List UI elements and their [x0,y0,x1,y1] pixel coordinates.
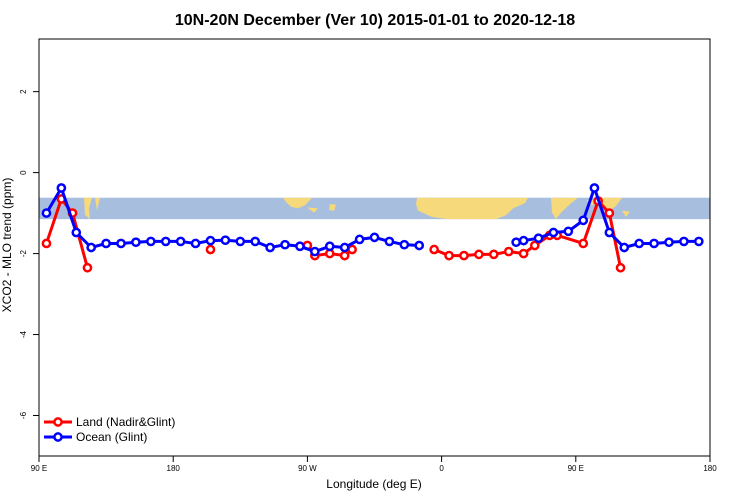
data-point [205,244,216,255]
chart-title: 10N-20N December (Ver 10) 2015-01-01 to … [175,12,575,29]
data-point [41,208,52,218]
data-point [116,238,126,249]
y-axis: 2 0 -2 -4 -6 [19,89,39,419]
series-ocean [41,183,704,257]
legend-label: Land (Nadir&Glint) [76,415,175,429]
data-point [369,232,380,243]
data-point [145,236,156,247]
data-point [664,237,674,248]
data-point [265,242,275,253]
x-tick-label: 180 [167,464,181,473]
data-point [339,250,350,261]
data-point [429,244,439,255]
land-mass [84,197,92,220]
data-point [619,242,630,253]
data-point [354,234,365,245]
data-point [533,233,544,244]
data-point [384,236,395,247]
data-point [295,241,305,252]
data-point [235,236,246,247]
data-point [693,236,704,247]
land-mass [622,210,630,218]
data-point [444,250,454,261]
data-point [41,238,52,249]
data-point [280,239,290,250]
x-axis: 90 E 180 90 W 0 90 E 180 [31,456,717,473]
data-point [563,226,574,237]
land-mass [283,197,312,209]
data-point [589,183,600,193]
data-point [459,250,469,261]
legend-marker [53,432,63,442]
data-point [578,215,589,226]
data-point [131,237,141,248]
data-point [205,235,216,246]
data-point [310,246,320,257]
data-point [474,249,484,260]
data-point [190,238,201,249]
data-point [518,248,529,259]
data-point [634,238,645,249]
y-tick-label: 0 [19,170,28,175]
plot-frame [38,38,711,457]
data-point [578,238,589,249]
x-tick-label: 90 W [298,464,317,473]
data-point [414,240,425,251]
data-point [503,246,514,257]
data-point [488,249,499,260]
legend: Land (Nadir&Glint)Ocean (Glint) [44,415,175,444]
y-tick-label: -6 [19,411,28,419]
data-point [529,240,540,251]
data-point [615,262,626,273]
series-layer [41,183,704,273]
land-mass [329,204,336,212]
x-axis-label: Longitude (deg E) [326,477,421,491]
y-tick-label: 2 [19,89,28,94]
land-mass [416,197,528,220]
data-point [250,236,261,247]
data-point [679,236,689,247]
land-mass [551,197,578,220]
data-point [56,183,67,193]
x-tick-label: 0 [439,464,444,473]
data-point [339,242,350,253]
data-point [399,239,410,250]
y-tick-label: -4 [19,330,28,338]
data-point [160,236,171,247]
data-point [324,241,335,252]
land-mass [95,197,100,211]
data-point [82,262,93,273]
legend-marker [53,417,63,427]
data-point [649,238,659,249]
data-point [548,227,559,238]
data-point [518,235,529,246]
data-point [347,244,357,255]
land-mass [307,207,318,213]
data-point [71,227,82,238]
y-tick-label: -2 [19,249,28,257]
data-point [511,237,522,248]
data-point [175,236,186,247]
data-point [101,238,111,249]
data-point [86,242,97,253]
x-tick-label: 90 E [31,464,47,473]
data-point [220,235,231,246]
x-tick-label: 180 [703,464,717,473]
ocean-band [39,197,710,220]
y-axis-label: XCO2 - MLO trend (ppm) [0,178,14,313]
x-tick-label: 90 E [568,464,584,473]
legend-label: Ocean (Glint) [76,430,147,444]
data-point [604,208,615,218]
data-point [604,227,615,238]
